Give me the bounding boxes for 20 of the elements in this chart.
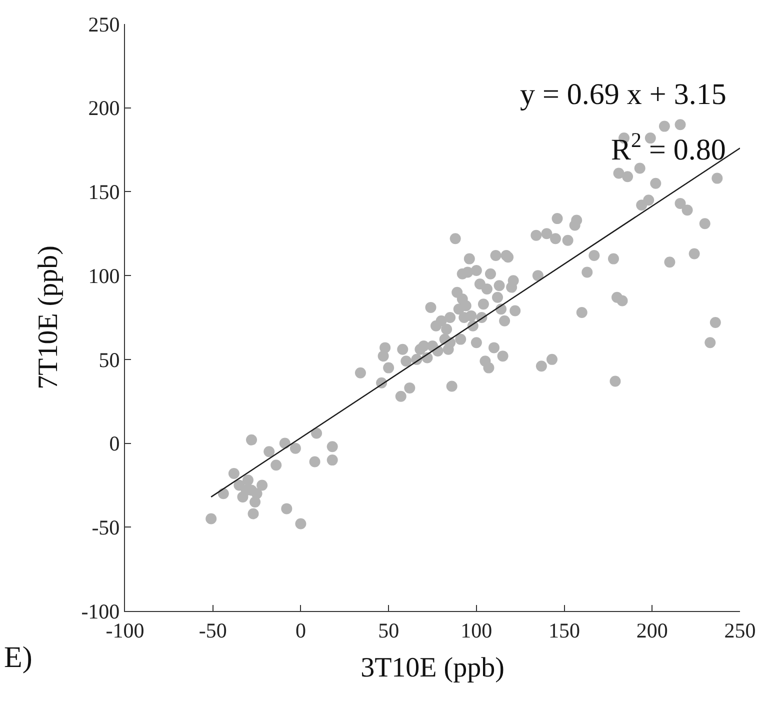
x-tick-label: 100	[460, 618, 492, 642]
x-tick-label: -50	[198, 618, 227, 642]
y-tick-label: 200	[88, 96, 120, 120]
text: E)	[4, 641, 32, 674]
y-tick-label: 50	[98, 348, 120, 372]
annotation: y = 0.69 x + 3.15	[520, 78, 726, 111]
y-tick-label: -50	[92, 515, 120, 540]
x-tick-label: 250	[724, 618, 756, 642]
y-tick-label: -100	[81, 599, 120, 624]
y-tick-label: 0	[109, 432, 120, 456]
y-axis-title: 7T10E (ppb)	[32, 246, 64, 390]
x-tick-label: 150	[548, 618, 580, 642]
y-tick-label: 150	[88, 180, 120, 204]
y-tick-label: 250	[88, 12, 120, 36]
x-tick-label: 50	[378, 618, 400, 642]
y-tick-label: 100	[88, 264, 120, 288]
x-tick-label: 0	[295, 618, 306, 642]
x-axis-title: 3T10E (ppb)	[360, 652, 504, 684]
annotation: R$^{2}$ = 0.80	[611, 128, 726, 167]
x-tick-label: 200	[636, 618, 668, 642]
